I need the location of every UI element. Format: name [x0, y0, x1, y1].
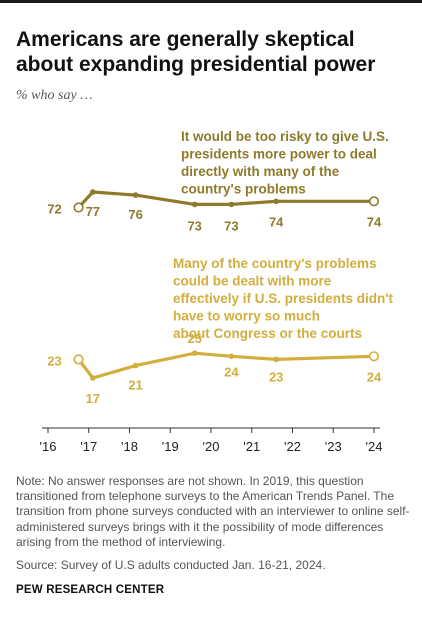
- chart-subtitle: % who say …: [16, 88, 93, 103]
- data-point: [90, 189, 96, 195]
- data-point: [191, 350, 198, 356]
- x-tick-label: '17: [80, 439, 97, 454]
- x-tick-label: '19: [162, 439, 179, 454]
- data-label: 77: [86, 204, 100, 219]
- data-label: 74: [269, 214, 284, 229]
- data-point: [368, 351, 380, 362]
- data-point: [73, 354, 84, 365]
- series-label-line: about Congress or the courts: [173, 326, 362, 341]
- data-point: [273, 198, 280, 205]
- series-label-line: country's problems: [181, 182, 306, 197]
- top-rule: [0, 0, 422, 3]
- data-point: [132, 362, 139, 369]
- chart-title: Americans are generally skeptical about …: [16, 28, 376, 76]
- series-label: Many of the country's problems could be d…: [173, 256, 394, 341]
- x-tick-label: '23: [325, 439, 342, 454]
- series-label: It would be too risky to give U.S. presid…: [181, 129, 389, 197]
- chart-note: Note: No answer responses are not shown.…: [16, 474, 410, 549]
- x-tick-label: '16: [40, 439, 57, 454]
- data-label: 24: [367, 369, 382, 384]
- x-tick-label: '24: [366, 439, 383, 454]
- data-label: 74: [367, 214, 382, 229]
- organization-credit: PEW RESEARCH CENTER: [16, 584, 165, 596]
- data-point: [90, 375, 96, 381]
- series-label-line: It would be too risky to give U.S.: [181, 129, 389, 144]
- data-point: [228, 201, 235, 208]
- data-point: [132, 192, 139, 198]
- line-chart: '16 '17 '18 '19 '20 '21 '22 '23 '24 It would be t…: [40, 129, 394, 454]
- x-tick-label: '18: [121, 439, 138, 454]
- x-tick-label: '20: [203, 439, 220, 454]
- data-point: [368, 196, 380, 207]
- x-tick-label: '22: [284, 439, 301, 454]
- data-label: 21: [128, 378, 142, 393]
- data-label: 24: [224, 364, 239, 379]
- series-label-line: have to worry so much: [173, 309, 320, 324]
- data-label: 73: [224, 218, 238, 233]
- series-label-line: effectively if U.S. presidents didn't: [173, 291, 394, 306]
- data-point: [73, 202, 84, 213]
- series-label-line: Many of the country's problems: [173, 256, 377, 271]
- chart-source: Source: Survey of U.S adults conducted J…: [16, 558, 326, 572]
- data-point: [191, 201, 198, 208]
- data-label: 73: [187, 218, 201, 233]
- data-label: 23: [47, 353, 61, 368]
- data-label: 23: [269, 369, 283, 384]
- series-label-line: could be dealt with more: [173, 274, 332, 289]
- data-label: 72: [47, 202, 61, 217]
- data-label: 17: [86, 391, 100, 406]
- data-label: 25: [187, 331, 201, 346]
- data-point: [228, 353, 235, 360]
- series-label-line: presidents more power to deal: [181, 147, 377, 162]
- x-tick-label: '21: [243, 439, 260, 454]
- series-label-line: directly with many of the: [181, 164, 340, 179]
- data-point: [273, 356, 280, 363]
- data-label: 76: [128, 207, 142, 222]
